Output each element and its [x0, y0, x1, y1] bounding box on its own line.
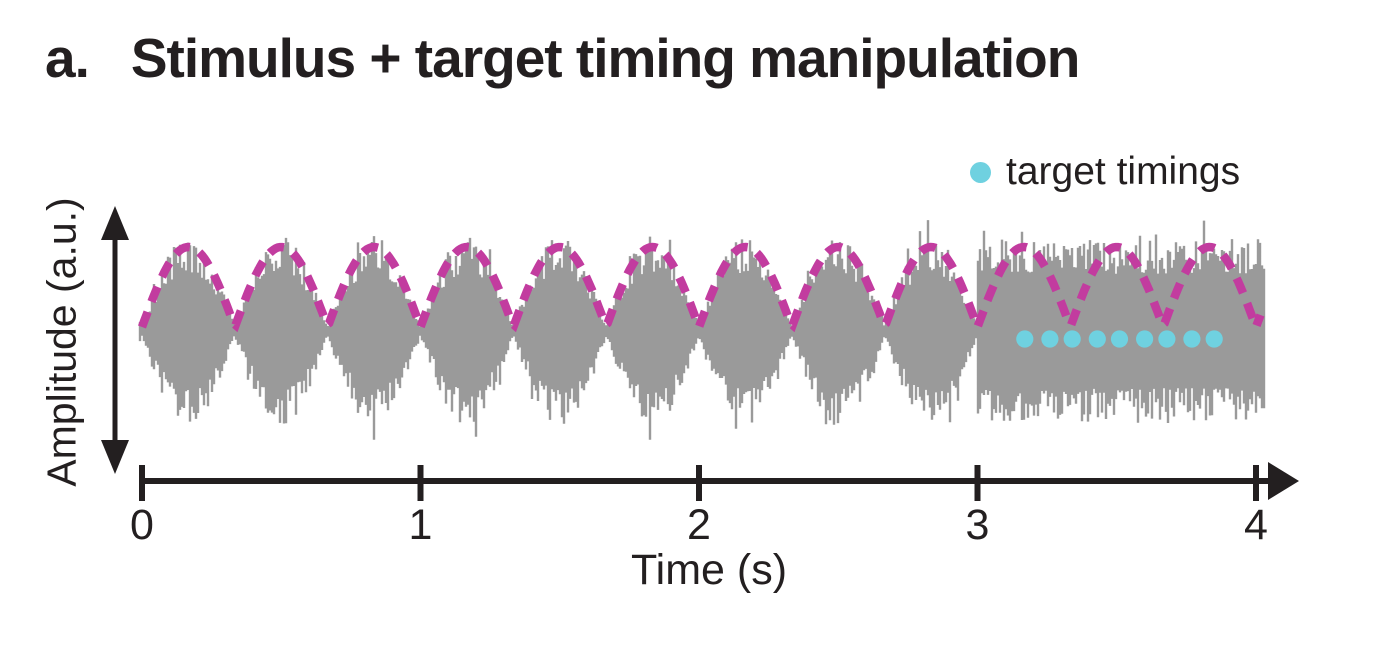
x-axis-arrowhead-icon — [1268, 462, 1299, 500]
target-timing-dot — [1136, 330, 1154, 348]
target-timing-dot — [1158, 330, 1176, 348]
target-timing-dot — [1183, 330, 1201, 348]
target-timing-dot — [1205, 330, 1223, 348]
legend: target timings — [970, 150, 1240, 194]
y-axis-arrow-down-icon — [101, 440, 129, 474]
x-tick-label: 2 — [687, 501, 711, 549]
x-tick-label: 3 — [965, 501, 990, 549]
target-timing-dot — [1041, 330, 1059, 348]
target-timing-dot — [1110, 330, 1129, 348]
y-axis-arrow-up-icon — [101, 206, 129, 240]
envelope-dashed-line — [138, 242, 1265, 340]
target-timing-dot — [1016, 330, 1034, 348]
panel-title: a. Stimulus + target timing manipulation — [45, 26, 1080, 90]
noise-waveform — [138, 220, 1266, 440]
legend-label: target timings — [1006, 150, 1241, 193]
panel-title-text: Stimulus + target timing manipulation — [130, 27, 1080, 89]
target-timing-dot — [1063, 330, 1081, 348]
panel-letter: a. — [45, 27, 90, 89]
target-timing-dot — [1088, 330, 1106, 348]
x-tick-label: 1 — [408, 501, 433, 549]
x-tick-label: 0 — [130, 501, 154, 549]
target-timings-dot-icon — [970, 161, 991, 183]
x-axis-label: Time (s) — [630, 546, 788, 594]
x-tick-label: 4 — [1244, 501, 1268, 549]
